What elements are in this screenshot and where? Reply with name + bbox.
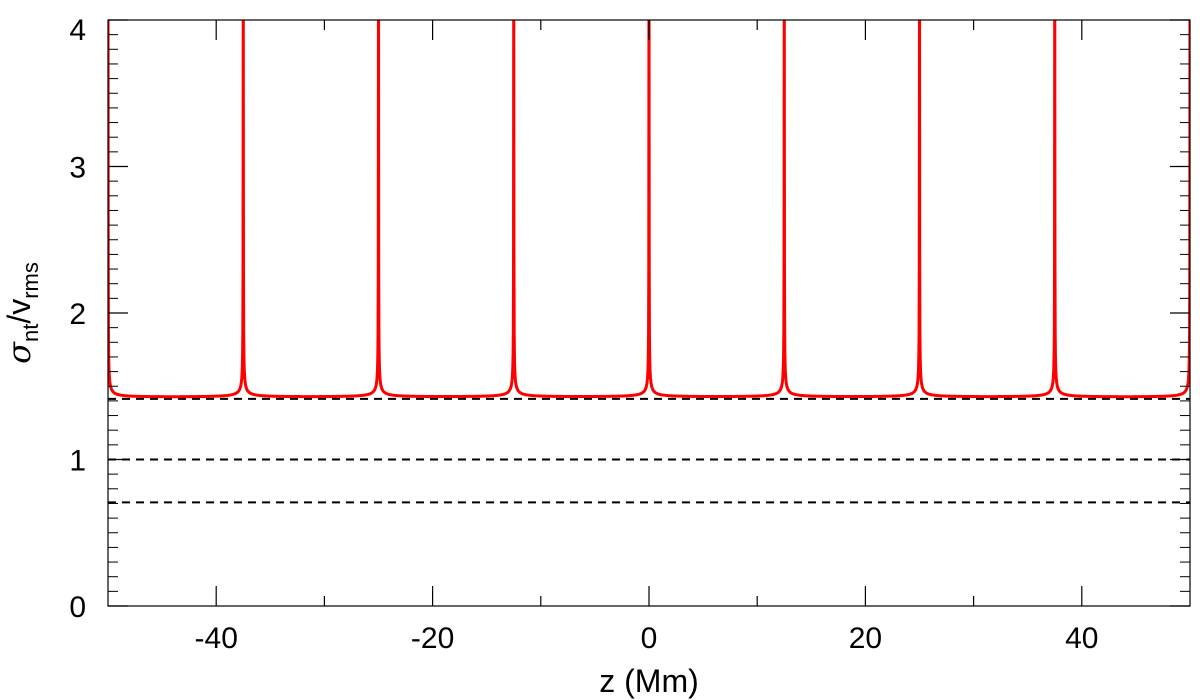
x-tick-label: 0 [641,622,658,655]
reference-lines [108,399,1190,503]
y-title-base-sub: rms [18,262,43,299]
y-axis-title: σnt/vrms [0,262,43,364]
x-tick-label: 20 [849,622,882,655]
y-title-base: v [1,299,37,315]
y-tick-label: 0 [69,591,86,624]
y-tick-labels: 0 1 2 3 4 [69,14,86,624]
x-tick-label: -20 [411,622,454,655]
y-title-symbol: σ [0,341,38,364]
y-tick-label: 3 [69,152,86,185]
x-tick-labels: -40 -20 0 20 40 [195,622,1099,655]
y-title-slash: / [1,315,37,324]
y-tick-label: 4 [69,14,86,47]
curve-layer [108,0,1190,397]
y-axis-title-text: σnt/vrms [0,262,43,364]
x-tick-label: -40 [195,622,238,655]
y-tick-label: 1 [69,445,86,478]
x-axis-title: z (Mm) [599,663,699,699]
x-tick-label: 40 [1065,622,1098,655]
y-tick-label: 2 [69,298,86,331]
y-title-symbol-sub: nt [18,324,43,342]
series-line [108,0,1190,397]
